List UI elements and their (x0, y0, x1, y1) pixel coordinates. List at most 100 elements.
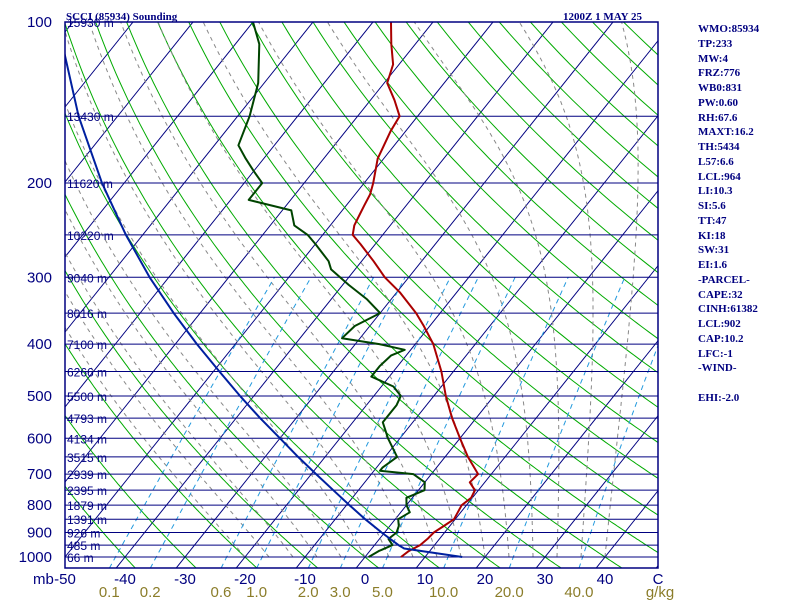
sounding-index-item: L57:6.6 (698, 155, 734, 168)
moist-adiabat-line (65, 29, 390, 558)
sounding-index-item: -WIND- (698, 362, 737, 375)
moist-adiabat-line (604, 22, 639, 558)
dry-adiabat-line (281, 22, 658, 408)
height-label: 485 m (67, 539, 100, 553)
pressure-unit-label: mb (33, 571, 54, 588)
dry-adiabat-line (65, 485, 136, 568)
temperature-tick-label: -10 (294, 571, 316, 588)
dewpoint-profile-line (237, 22, 426, 558)
height-label: 1879 m (67, 499, 107, 513)
temperature-tick-label: 20 (477, 571, 494, 588)
height-labels: 15930 m 13430 m 11620 m 10220 m 9040 m 8016 m… (67, 16, 114, 565)
height-label: 5500 m (67, 390, 107, 404)
mixing-ratio-line (256, 277, 406, 568)
height-label: 1391 m (67, 513, 107, 527)
pressure-tick-label: 700 (27, 466, 52, 483)
height-label: 10220 m (67, 229, 114, 243)
sounding-index-item: KI:18 (698, 229, 726, 242)
sounding-index-item: SI:5.6 (698, 200, 726, 212)
dry-adiabat-line (405, 22, 658, 274)
dry-adiabat-line (436, 22, 658, 241)
sounding-index-item: PW:0.60 (698, 96, 739, 109)
moist-adiabat-line (413, 22, 560, 557)
mixing-ratio-tick-label: 1.0 (246, 584, 267, 600)
pressure-tick-label: 400 (27, 336, 52, 353)
sounding-index-item: CAP:10.2 (698, 332, 744, 345)
sounding-index-item: TT:47 (698, 214, 727, 227)
observation-time: 1200Z 1 MAY 25 (563, 11, 642, 23)
mixing-ratio-line (578, 344, 658, 568)
pressure-axis: 100 200 300 400 500 600 700 800 900 1000 mb (19, 14, 54, 588)
mixing-ratio-tick-label: 2.0 (298, 584, 319, 600)
height-label: 7100 m (67, 338, 107, 352)
isotherm-line (0, 10, 23, 568)
mixing-ratio-line (339, 277, 479, 568)
sounding-index-item: CAPE:32 (698, 288, 743, 301)
mixing-ratio-axis: 0.1 0.2 0.6 1.0 2.0 3.0 5.0 10.0 20.0 40.0 g/kg (99, 584, 674, 600)
sounding-index-item: LCL:902 (698, 318, 741, 330)
height-label: 15930 m (67, 16, 114, 30)
dry-adiabat-line (126, 22, 623, 568)
temperature-tick-label: -50 (54, 571, 76, 588)
sounding-index-item: EHI:-2.0 (698, 391, 740, 404)
temperature-profile-line (351, 22, 480, 558)
sounding-index-item: LI:10.3 (698, 185, 733, 198)
mixing-ratio-tick-label: 5.0 (372, 584, 393, 600)
isotherm-line (475, 339, 658, 568)
sounding-index-item: CINH:61382 (698, 303, 758, 316)
pressure-tick-label: 300 (27, 269, 52, 286)
sounding-index-item: FRZ:776 (698, 67, 741, 80)
pressure-tick-label: 500 (27, 388, 52, 405)
station-title: SCCI (85934) Sounding (66, 11, 178, 23)
mixing-ratio-tick-label: 20.0 (495, 584, 524, 600)
isotherm-line (175, 22, 614, 568)
pressure-tick-label: 900 (27, 525, 52, 542)
mixing-ratio-tick-label: 3.0 (330, 584, 351, 600)
sounding-indices-panel: WMO:85934 TP:233 MW:4 FRZ:776 WB0:831 PW:0.60… (698, 22, 798, 406)
isotherm-line (235, 39, 658, 568)
sounding-index-item: LCL:964 (698, 170, 741, 183)
mixing-ratio-line (108, 277, 275, 568)
dry-adiabat-line (157, 22, 658, 554)
sounding-index-item: WB0:831 (698, 82, 742, 94)
mixing-ratio-line (220, 277, 375, 568)
height-label: 4134 m (67, 432, 107, 446)
mixing-ratio-tick-label: 0.6 (211, 584, 232, 600)
isotherm-line (295, 114, 658, 568)
pressure-tick-label: 600 (27, 430, 52, 447)
mixing-ratio-line (508, 277, 626, 568)
temperature-tick-label: -40 (114, 571, 136, 588)
isobar-lines (65, 21, 658, 558)
pressure-tick-label: 200 (27, 175, 52, 192)
mixing-ratio-tick-label: 0.2 (140, 584, 161, 600)
pressure-tick-label: 1000 (19, 549, 52, 566)
isotherm-line (65, 22, 434, 483)
dry-adiabat-line (65, 22, 501, 568)
plot-frame (64, 21, 659, 569)
mixing-ratio-tick-label: 10.0 (429, 584, 458, 600)
isotherm-line (355, 189, 658, 568)
mixing-ratio-line (443, 277, 569, 568)
isotherm-line (65, 22, 494, 558)
isotherm-line (65, 22, 254, 258)
height-label: 2395 m (67, 484, 107, 498)
dry-adiabat-line (188, 22, 658, 516)
dry-adiabat-line (65, 269, 319, 568)
background-grid (0, 10, 658, 568)
dry-adiabat-line (219, 22, 658, 480)
sounding-index-item (698, 376, 798, 391)
moist-adiabat-line (202, 22, 486, 558)
isotherm-line (65, 22, 314, 333)
sounding-traces (65, 22, 480, 558)
pressure-tick-label: 100 (27, 14, 52, 31)
sounding-index-item: WMO:85934 (698, 23, 760, 35)
moist-adiabat-line (88, 22, 414, 558)
isotherm-line (65, 22, 374, 408)
sounding-index-item: RH:67.6 (698, 111, 738, 124)
sounding-index-item: MAXT:16.2 (698, 126, 754, 139)
temperature-axis: -50 -40 -30 -20 -10 0 10 20 30 40 C (54, 571, 663, 588)
dry-adiabat-line (65, 414, 197, 568)
mixing-ratio-line (381, 277, 516, 568)
dry-adiabat-line (343, 22, 658, 340)
